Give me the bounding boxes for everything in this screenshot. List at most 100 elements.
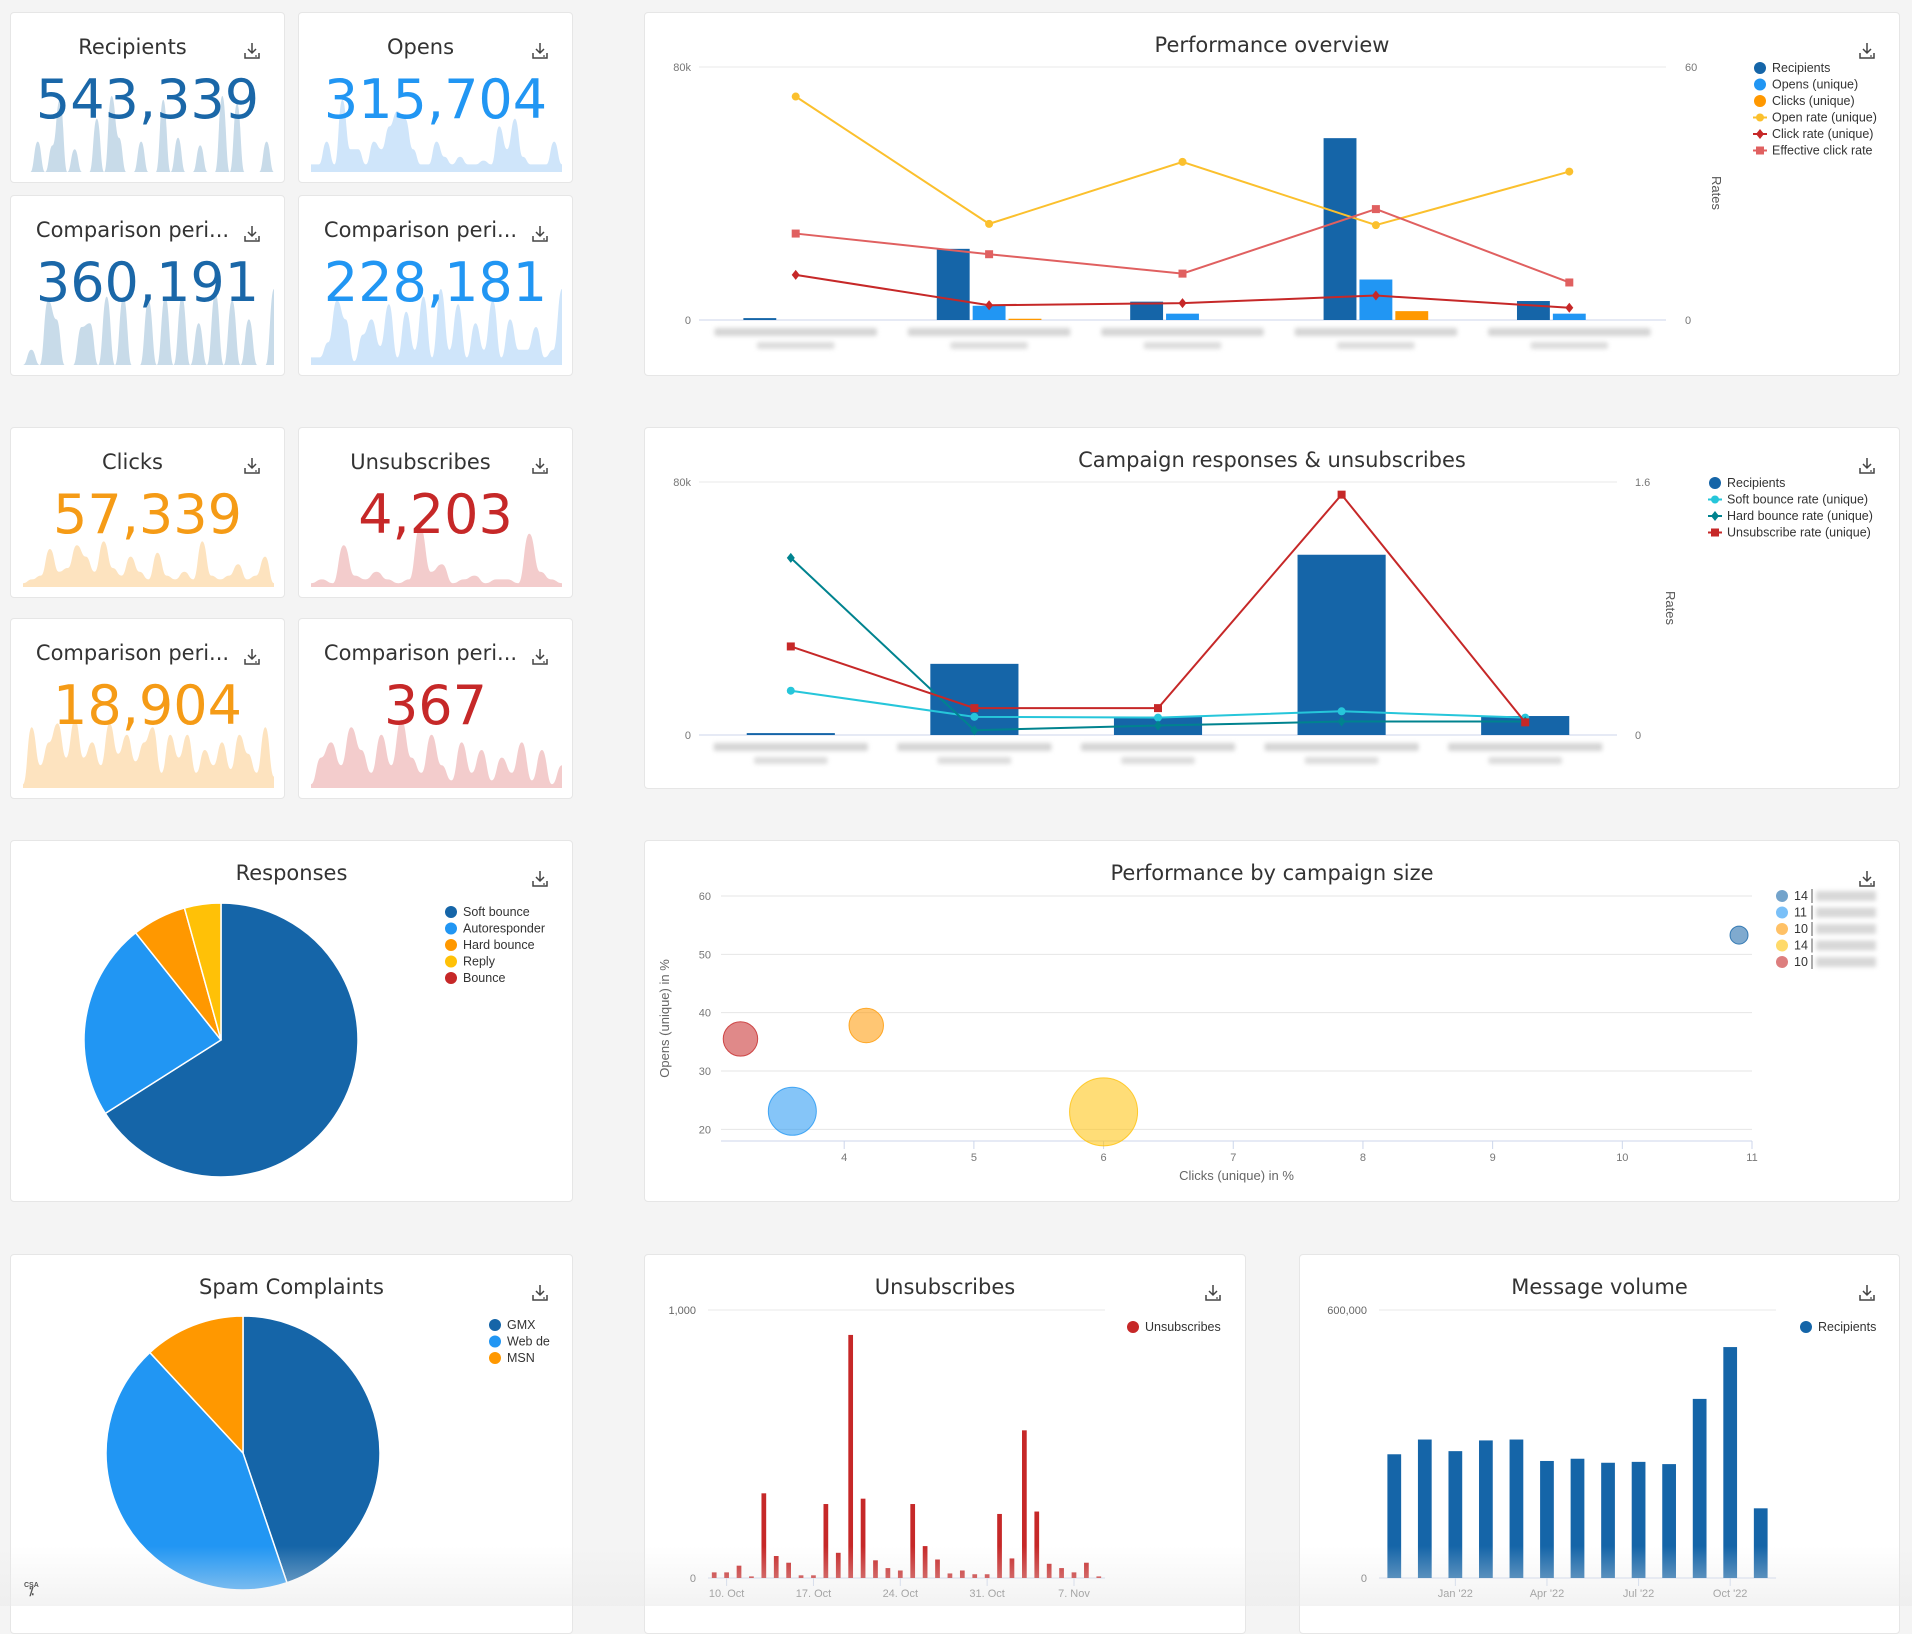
legend-item[interactable]: Click rate (unique) xyxy=(1753,127,1873,141)
download-icon[interactable] xyxy=(1857,41,1877,61)
legend-item[interactable]: Soft bounce xyxy=(445,905,530,919)
line-series xyxy=(791,92,1574,230)
y-tick-label: 0 xyxy=(1685,315,1691,327)
pie-slice[interactable] xyxy=(104,902,359,1178)
legend-dot xyxy=(1709,477,1721,489)
y-axis-title: Rates xyxy=(1663,591,1678,625)
sparkline xyxy=(311,526,562,587)
legend-item[interactable]: Recipients xyxy=(1754,61,1830,75)
download-icon[interactable] xyxy=(530,647,550,667)
line-marker xyxy=(1756,146,1764,155)
legend-label: Soft bounce rate (unique) xyxy=(1727,493,1868,507)
spam-complaints-card: Spam Complaints GMX Web de MSN xyxy=(10,1254,573,1634)
legend-dot xyxy=(1776,890,1788,902)
sparkline xyxy=(23,96,274,172)
legend-item[interactable]: Hard bounce rate (unique) xyxy=(1708,509,1873,523)
legend-item[interactable]: 10 xyxy=(1776,955,1876,969)
legend-item[interactable]: Opens (unique) xyxy=(1754,78,1858,92)
blurred-category-label xyxy=(1304,757,1379,764)
download-icon[interactable] xyxy=(530,224,550,244)
pie-slice[interactable] xyxy=(183,902,222,1041)
bubble[interactable] xyxy=(1069,1077,1139,1147)
blurred-category-label xyxy=(1294,328,1458,336)
legend-item[interactable]: Bounce xyxy=(445,971,505,985)
legend-label: Opens (unique) xyxy=(1772,78,1858,92)
bubble[interactable] xyxy=(848,1007,884,1044)
bubble[interactable] xyxy=(722,1021,759,1057)
pie-slice[interactable] xyxy=(83,931,223,1115)
download-icon[interactable] xyxy=(530,869,550,889)
line-marker xyxy=(1154,713,1162,722)
legend-item[interactable]: MSN xyxy=(489,1351,535,1365)
line-marker xyxy=(1154,720,1162,731)
x-tick-label: 9 xyxy=(1490,1152,1496,1164)
bar xyxy=(1753,1508,1768,1578)
download-icon[interactable] xyxy=(1857,456,1877,476)
bar xyxy=(936,248,970,320)
line-marker xyxy=(1371,290,1380,301)
bar xyxy=(1084,1562,1089,1578)
bubble[interactable] xyxy=(767,1086,817,1136)
sparkline-area xyxy=(311,99,562,172)
download-icon[interactable] xyxy=(242,41,262,61)
bar xyxy=(873,1560,878,1578)
download-icon[interactable] xyxy=(242,647,262,667)
chart-title: Spam Complaints xyxy=(199,1275,384,1299)
blurred-category-label xyxy=(714,328,877,336)
legend-item[interactable]: 14 xyxy=(1776,889,1876,903)
legend-item[interactable]: 10 xyxy=(1776,922,1876,936)
y-tick-label: 1.6 xyxy=(1635,477,1650,489)
legend-item[interactable]: Reply xyxy=(445,955,496,969)
download-icon[interactable] xyxy=(1857,869,1877,889)
line-marker xyxy=(1521,718,1530,727)
blurred-legend-text xyxy=(1816,924,1876,934)
legend-item[interactable]: 11 xyxy=(1776,905,1876,920)
legend-label: Bounce xyxy=(463,971,505,985)
legend-item[interactable]: Soft bounce rate (unique) xyxy=(1708,493,1868,507)
legend-item[interactable]: Web de xyxy=(489,1335,550,1349)
y-tick-label: 0 xyxy=(685,315,691,327)
download-icon[interactable] xyxy=(242,456,262,476)
performance-by-size-card: Performance by campaign size 20 30 40 50 60 4… xyxy=(644,840,1900,1202)
legend-item[interactable]: 14 xyxy=(1776,938,1876,953)
bar xyxy=(910,1504,916,1578)
legend-label: Reply xyxy=(463,955,496,969)
legend-item[interactable]: Open rate (unique) xyxy=(1753,111,1877,125)
legend-item[interactable]: Unsubscribe rate (unique) xyxy=(1708,526,1871,540)
bar xyxy=(1034,1511,1040,1578)
download-icon[interactable] xyxy=(1857,1283,1877,1303)
legend-item[interactable]: Hard bounce xyxy=(445,938,535,952)
kpi-title: Recipients xyxy=(78,35,187,59)
line-marker xyxy=(1711,528,1719,537)
legend-item[interactable]: Recipients xyxy=(1800,1320,1876,1334)
download-icon[interactable] xyxy=(1203,1283,1223,1303)
download-icon[interactable] xyxy=(242,224,262,244)
legend-label: Hard bounce rate (unique) xyxy=(1727,509,1873,523)
kpi-card: Unsubscribes 4,203 xyxy=(298,427,573,598)
legend-dot xyxy=(489,1335,501,1348)
bar xyxy=(835,1552,841,1578)
pie-slice[interactable] xyxy=(148,1315,244,1455)
x-tick-label: 10 xyxy=(1616,1152,1628,1164)
legend-item[interactable]: Unsubscribes xyxy=(1127,1320,1221,1334)
legend-dot xyxy=(445,972,457,984)
download-icon[interactable] xyxy=(530,1283,550,1303)
x-tick-label: Apr '22 xyxy=(1530,1588,1565,1600)
line-series xyxy=(786,490,1530,727)
legend-item[interactable]: Effective click rate xyxy=(1753,144,1873,158)
bar xyxy=(786,1562,791,1578)
y-tick-label: 20 xyxy=(699,1124,711,1136)
blurred-category-label xyxy=(754,757,828,764)
legend-item[interactable]: Clicks (unique) xyxy=(1754,94,1855,108)
bar xyxy=(947,1573,953,1578)
blurred-category-label xyxy=(1264,743,1419,751)
bar xyxy=(972,1574,978,1578)
download-icon[interactable] xyxy=(530,456,550,476)
bubble[interactable] xyxy=(1729,925,1749,945)
kpi-title: Opens xyxy=(386,35,455,59)
legend-item[interactable]: Recipients xyxy=(1709,476,1785,490)
legend-item[interactable]: Autoresponder xyxy=(445,922,545,936)
legend-item[interactable]: GMX xyxy=(489,1318,536,1332)
kpi-value: 228,181 xyxy=(323,251,548,314)
download-icon[interactable] xyxy=(530,41,550,61)
